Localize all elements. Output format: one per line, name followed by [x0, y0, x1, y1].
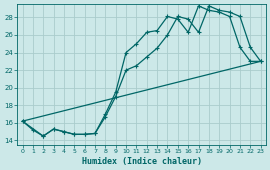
X-axis label: Humidex (Indice chaleur): Humidex (Indice chaleur)	[82, 157, 202, 166]
